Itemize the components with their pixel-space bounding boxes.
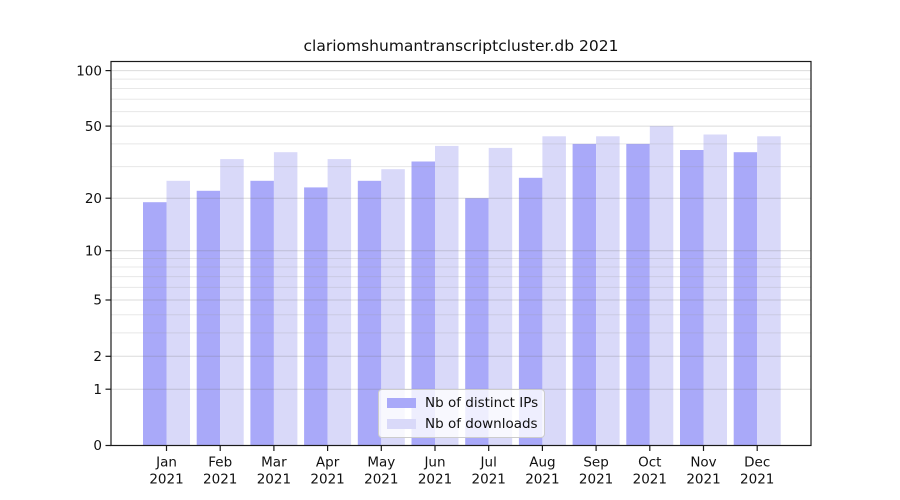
x-tick-label-month-jan: Jan xyxy=(155,455,177,471)
bar-mar-nb-of-downloads xyxy=(273,152,298,446)
legend-label-nb-of-distinct-ips: Nb of distinct IPs xyxy=(425,394,539,411)
x-tick-label-month-jun: Jun xyxy=(423,455,445,471)
y-tick-label-0: 0 xyxy=(93,438,102,454)
y-tick-label-2: 2 xyxy=(93,349,102,365)
legend-swatch-nb-of-distinct-ips xyxy=(387,398,416,408)
legend-label-nb-of-downloads: Nb of downloads xyxy=(425,415,538,432)
x-tick-label-month-oct: Oct xyxy=(638,455,661,471)
bar-apr-nb-of-downloads xyxy=(327,159,352,446)
x-tick-label-month-feb: Feb xyxy=(208,455,232,471)
bar-jun-nb-of-downloads xyxy=(435,145,459,446)
y-tick-label-5: 5 xyxy=(93,293,102,309)
bar-may-nb-of-downloads xyxy=(381,169,405,446)
x-tick-label-month-nov: Nov xyxy=(690,455,716,471)
bar-jul-nb-of-downloads xyxy=(488,147,513,446)
y-tick-label-50: 50 xyxy=(85,119,102,135)
x-tick-label-year-may: 2021 xyxy=(364,472,398,488)
x-tick-label-year-aug: 2021 xyxy=(525,472,559,488)
plot-border xyxy=(110,60,812,447)
bar-oct-nb-of-distinct-ips xyxy=(626,143,650,446)
x-tick-label-year-apr: 2021 xyxy=(310,472,344,488)
bar-jan-nb-of-downloads xyxy=(166,180,190,446)
bar-nov-nb-of-downloads xyxy=(703,134,727,446)
x-tick-label-year-feb: 2021 xyxy=(203,472,237,488)
x-tick-label-year-dec: 2021 xyxy=(740,472,774,488)
bar-feb-nb-of-distinct-ips xyxy=(196,190,221,446)
bar-mar-nb-of-distinct-ips xyxy=(250,180,274,446)
x-tick-label-year-nov: 2021 xyxy=(686,472,720,488)
bar-jul-nb-of-distinct-ips xyxy=(465,198,489,446)
bar-sep-nb-of-distinct-ips xyxy=(572,143,597,446)
bar-feb-nb-of-downloads xyxy=(220,159,244,446)
x-tick-label-year-jul: 2021 xyxy=(472,472,506,488)
legend-row-nb-of-distinct-ips: Nb of distinct IPs xyxy=(387,395,544,412)
x-tick-label-year-jan: 2021 xyxy=(149,472,183,488)
x-tick-label-year-jun: 2021 xyxy=(418,472,452,488)
bar-dec-nb-of-downloads xyxy=(757,136,781,446)
bar-nov-nb-of-distinct-ips xyxy=(680,150,704,446)
bar-oct-nb-of-downloads xyxy=(649,126,674,446)
legend-row-nb-of-downloads: Nb of downloads xyxy=(387,416,544,433)
x-tick-label-year-mar: 2021 xyxy=(257,472,291,488)
x-tick-label-month-apr: Apr xyxy=(316,455,340,471)
bar-jan-nb-of-distinct-ips xyxy=(143,202,167,446)
x-tick-label-month-mar: Mar xyxy=(261,455,287,471)
x-tick-label-year-oct: 2021 xyxy=(633,472,667,488)
x-tick-label-month-sep: Sep xyxy=(583,455,608,471)
chart-title: clariomshumantranscriptcluster.db 2021 xyxy=(303,37,619,55)
x-tick-label-month-dec: Dec xyxy=(744,455,770,471)
bar-aug-nb-of-downloads xyxy=(542,136,566,446)
y-tick-label-10: 10 xyxy=(85,243,102,259)
bar-apr-nb-of-distinct-ips xyxy=(304,187,328,446)
x-tick-label-month-jul: Jul xyxy=(480,455,497,471)
bar-may-nb-of-distinct-ips xyxy=(357,180,382,446)
x-tick-label-month-may: May xyxy=(367,455,395,471)
bar-dec-nb-of-distinct-ips xyxy=(733,152,758,446)
bar-jun-nb-of-distinct-ips xyxy=(411,161,435,446)
y-tick-label-20: 20 xyxy=(85,191,102,207)
legend: Nb of distinct IPs Nb of downloads xyxy=(378,389,545,438)
x-tick-label-month-aug: Aug xyxy=(529,455,555,471)
bar-aug-nb-of-distinct-ips xyxy=(518,177,543,446)
y-tick-label-1: 1 xyxy=(93,382,102,398)
bar-sep-nb-of-downloads xyxy=(596,136,620,446)
y-tick-label-100: 100 xyxy=(76,63,102,79)
legend-swatch-nb-of-downloads xyxy=(387,419,416,429)
x-tick-label-year-sep: 2021 xyxy=(579,472,613,488)
